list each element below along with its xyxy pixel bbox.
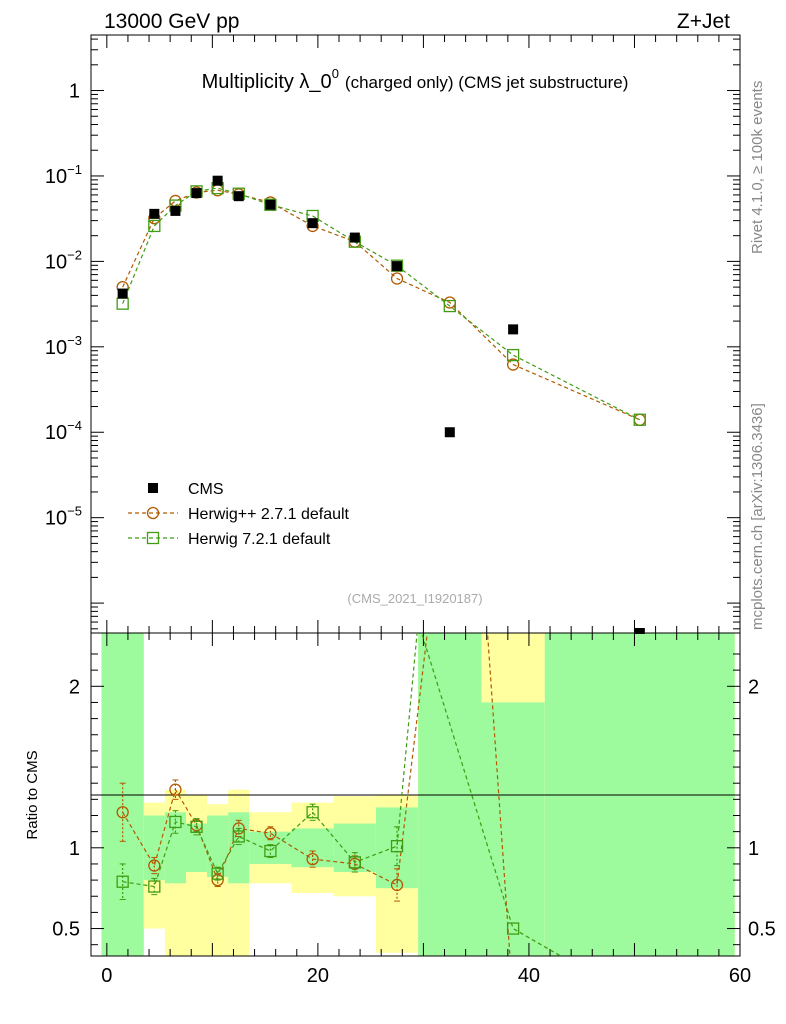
x-tick-label: 60 xyxy=(729,965,751,987)
ratio-band-green xyxy=(481,702,545,956)
main-series-point xyxy=(264,198,277,211)
main-series-point xyxy=(169,194,182,208)
ratio-series-point xyxy=(169,783,182,796)
main-y-tick-label: 10−1 xyxy=(45,162,82,188)
main-series-line xyxy=(122,189,640,421)
ratio-y-axis: 0.5 0.5 1 1 2 2 xyxy=(52,653,776,946)
cms-data-point xyxy=(349,232,360,243)
legend: CMS Herwig++ 2.7.1 default Herwig 7.2.1 de… xyxy=(128,481,350,548)
main-series-point xyxy=(390,259,404,272)
legend-marker-cms xyxy=(148,483,158,493)
main-series-point xyxy=(506,348,520,362)
x-tick-label: 40 xyxy=(518,965,540,987)
ratio-series-point xyxy=(306,852,319,866)
chart-title-sup: 0 xyxy=(332,66,339,81)
legend-label: CMS xyxy=(188,481,224,498)
ratio-y-tick-label: 0.5 xyxy=(52,919,80,941)
chart-title: Multiplicity λ_00 (charged only) (CMS jet… xyxy=(202,66,629,93)
main-series-point xyxy=(506,358,520,371)
ratio-band-green xyxy=(164,812,186,884)
chart-title-main: Multiplicity λ_0 xyxy=(202,71,332,93)
header-right-label: Z+Jet xyxy=(677,10,730,33)
main-series-point xyxy=(148,219,161,233)
cms-data-point xyxy=(233,191,244,202)
ratio-plot-frame xyxy=(90,632,741,957)
ratio-panel-series xyxy=(116,633,561,956)
main-y-tick-label: 10−2 xyxy=(45,247,82,273)
main-series-point xyxy=(443,299,456,313)
ratio-series-point xyxy=(190,820,203,833)
ratio-series-point xyxy=(211,867,224,880)
ratio-band-green xyxy=(101,633,144,956)
mcplots-label: mcplots.cern.ch [arXiv:1306.3436] xyxy=(749,403,766,630)
ratio-y-tick-label-right: 1 xyxy=(748,838,759,860)
cms-data-point xyxy=(265,199,276,210)
cms-offscale-marker xyxy=(634,628,645,634)
ratio-panel-extras xyxy=(634,628,645,634)
x-axis: 0 20 40 60 xyxy=(101,35,751,987)
cms-data-point xyxy=(117,288,128,299)
ratio-band-green xyxy=(207,815,229,877)
cms-data-point xyxy=(149,208,160,219)
main-panel-series xyxy=(116,181,646,426)
ratio-series-point xyxy=(264,844,277,858)
chart-title-suffix: (charged only) (CMS jet substructure) xyxy=(345,73,628,92)
cms-data-point xyxy=(170,205,181,216)
cms-data-point xyxy=(191,188,202,199)
ratio-band-green xyxy=(249,831,292,864)
ratio-series-point xyxy=(169,815,182,829)
ratio-y-tick-label-right: 0.5 xyxy=(748,919,776,941)
ratio-series-point xyxy=(211,873,224,887)
legend-label: Herwig 7.2.1 default xyxy=(188,531,331,548)
ratio-series-point xyxy=(116,806,129,819)
cms-data-point xyxy=(212,175,223,186)
ratio-series-point xyxy=(148,880,161,893)
main-series-line xyxy=(122,187,641,421)
legend-label: Herwig++ 2.7.1 default xyxy=(188,506,350,523)
main-series-point xyxy=(390,272,404,285)
main-series-point xyxy=(633,413,646,426)
cms-data-point xyxy=(392,261,403,272)
ratio-series-point xyxy=(390,878,404,892)
ratio-y-axis-label: Ratio to CMS xyxy=(24,750,41,839)
main-y-tick-label: 10−3 xyxy=(45,333,82,359)
main-y-tick-label: 10−5 xyxy=(45,504,82,530)
legend-marker xyxy=(146,531,160,545)
ratio-series-point xyxy=(306,806,319,819)
legend-marker xyxy=(146,506,160,520)
ratio-band-green xyxy=(544,633,735,956)
rivet-version-label: Rivet 4.1.0, ≥ 100k events xyxy=(749,81,766,254)
cms-data-point xyxy=(508,324,519,335)
ratio-series-point xyxy=(116,875,129,888)
ratio-series-point xyxy=(264,827,277,840)
ratio-series-point xyxy=(390,840,404,853)
x-tick-label: 20 xyxy=(307,965,329,987)
ratio-series-line xyxy=(122,633,561,956)
ratio-series-point xyxy=(348,856,361,869)
main-panel-cms-points xyxy=(117,175,645,633)
ratio-y-tick-label-right: 2 xyxy=(748,676,759,698)
analysis-id-watermark: (CMS_2021_I1920187) xyxy=(347,591,482,606)
ratio-series-point xyxy=(506,922,520,935)
ratio-y-tick-label: 1 xyxy=(69,838,80,860)
main-y-tick-label: 10−4 xyxy=(45,418,82,444)
cms-data-point xyxy=(444,427,455,438)
ratio-y-tick-label: 2 xyxy=(69,676,80,698)
ratio-band-yellow xyxy=(481,633,545,703)
ratio-series-point xyxy=(232,830,245,843)
main-y-axis: 1 10−1 10−2 10−3 10−4 10−5 xyxy=(45,38,740,630)
ratio-series-point xyxy=(148,859,161,872)
cms-data-point xyxy=(307,218,318,229)
x-tick-label: 0 xyxy=(101,965,112,987)
main-y-tick-label: 1 xyxy=(69,81,80,103)
header-left-label: 13000 GeV pp xyxy=(104,10,239,33)
ratio-band-green xyxy=(185,823,208,873)
